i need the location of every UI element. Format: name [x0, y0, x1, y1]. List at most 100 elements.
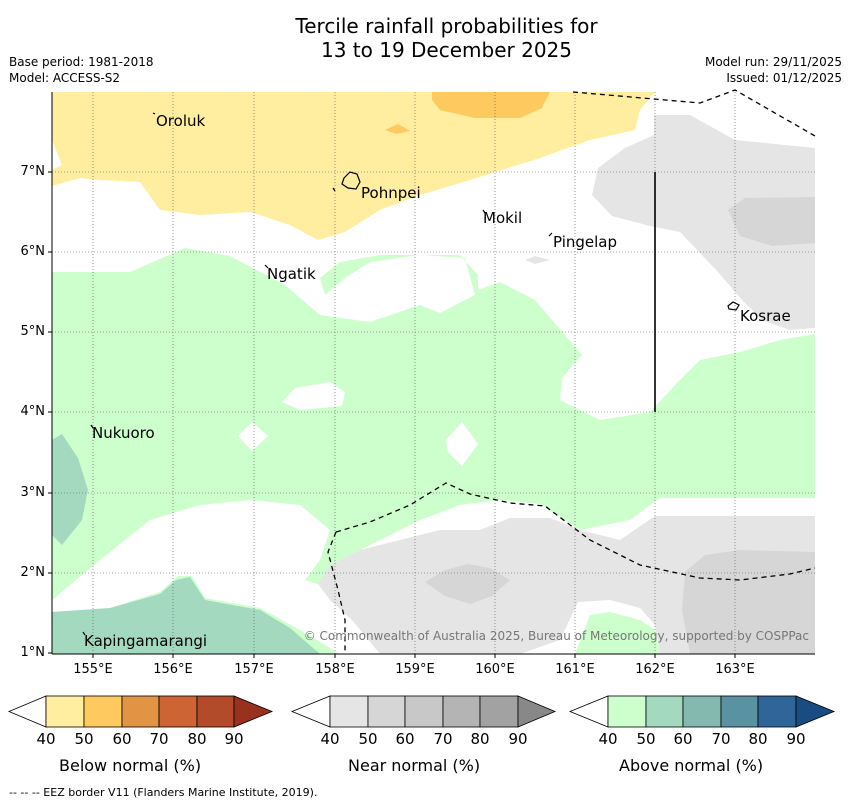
cb-near-swatch-40 [329, 695, 369, 728]
near-normal-south-50-right [682, 550, 815, 654]
lon-label-156: 156°E [153, 662, 193, 677]
below-normal-50-spot [385, 124, 410, 134]
cb-above-extend-high [795, 695, 836, 728]
place-label-pingelap: Pingelap [553, 233, 617, 251]
cb-below-tick: 90 [224, 730, 244, 748]
near-normal-ne [592, 115, 815, 330]
lon-label-158: 158°E [315, 662, 355, 677]
lon-label-157: 157°E [234, 662, 274, 677]
lat-label-6: 6°N [20, 244, 46, 259]
lon-label-159: 159°E [395, 662, 435, 677]
cb-below-tick: 50 [74, 730, 94, 748]
place-label-pohnpei: Pohnpei [361, 184, 421, 202]
kosrae-island [727, 301, 740, 311]
cb-above-tick: 80 [748, 730, 768, 748]
title-line-1: Tercile rainfall probabilities for [295, 14, 598, 38]
below-normal-50-area [432, 92, 550, 118]
ngatik-atoll [264, 264, 269, 269]
eez-border-west [327, 531, 346, 654]
lat-label-2: 2°N [20, 565, 46, 580]
axis-ticks [48, 171, 736, 658]
above-normal-50-bottom [52, 577, 320, 654]
white-hole-1 [282, 382, 345, 410]
cb-near-swatch-80 [479, 695, 519, 728]
model-name: Model: ACCESS-S2 [9, 71, 121, 85]
white-hole-2 [238, 422, 268, 451]
cb-near-extend-high [517, 695, 557, 728]
issued-date: Issued: 01/12/2025 [726, 71, 842, 85]
cb-below-tick: 80 [187, 730, 207, 748]
lon-label-161: 161°E [555, 662, 595, 677]
lat-label-1: 1°N [20, 645, 46, 660]
cb-near-tick: 70 [433, 730, 453, 748]
model-run: Model run: 29/11/2025 [704, 55, 842, 69]
cb-above-extend-low [568, 695, 609, 728]
cb-near-tick: 60 [395, 730, 415, 748]
cb-near-tick: 50 [358, 730, 378, 748]
cb-above-swatch-70 [720, 695, 759, 728]
lat-label-3: 3°N [20, 485, 46, 500]
place-label-kapingamarangi: Kapingamarangi [84, 632, 207, 650]
lon-label-155: 155°E [73, 662, 113, 677]
nukuoro-atoll [90, 424, 94, 429]
map-title: Tercile rainfall probabilities for 13 to… [0, 14, 850, 62]
lat-label-7: 7°N [20, 164, 46, 179]
lon-label-160: 160°E [475, 662, 515, 677]
cb-below-swatch-60 [121, 695, 160, 728]
base-period: Base period: 1981-2018 [9, 55, 154, 69]
cb-above-swatch-60 [682, 695, 722, 728]
pohnpei-island [341, 171, 361, 190]
eez-borders [327, 89, 816, 654]
place-label-kosrae: Kosrae [740, 307, 791, 325]
cb-near-extend-low [290, 695, 331, 728]
colorbar-above [568, 695, 836, 728]
eez-border-north [572, 89, 816, 137]
cb-below-swatch-80 [196, 695, 235, 728]
meta-right: Model run: 29/11/2025 Issued: 01/12/2025 [705, 54, 842, 86]
pohnpei-islet [332, 187, 336, 192]
lon-label-163: 163°E [715, 662, 755, 677]
eez-footnote: -- -- -- EEZ border V11 (Flanders Marine… [9, 786, 318, 799]
meta-left: Base period: 1981-2018 Model: ACCESS-S2 [9, 54, 154, 86]
place-label-oroluk: Oroluk [156, 112, 205, 130]
cb-below-extend-low [7, 695, 47, 728]
cb-below-tick: 40 [36, 730, 56, 748]
colorbar-near-label: Near normal (%) [348, 756, 481, 775]
mokil-atoll [482, 209, 486, 214]
above-normal-lower-right [575, 612, 660, 654]
near-normal-ne-50 [728, 197, 815, 246]
cb-above-tick: 90 [786, 730, 806, 748]
lat-label-5: 5°N [20, 324, 46, 339]
above-normal-50-left [52, 434, 88, 545]
cb-above-tick: 60 [673, 730, 693, 748]
cb-near-tick: 40 [320, 730, 340, 748]
cb-above-tick: 50 [636, 730, 656, 748]
lon-label-162: 162°E [635, 662, 675, 677]
cb-above-tick: 70 [711, 730, 731, 748]
cb-near-swatch-50 [367, 695, 406, 728]
place-label-mokil: Mokil [483, 209, 522, 227]
lat-label-4: 4°N [20, 404, 46, 419]
kapingamarangi-atoll [82, 631, 86, 636]
cb-above-swatch-40 [607, 695, 647, 728]
probability-field [52, 92, 815, 654]
cb-below-swatch-70 [158, 695, 198, 728]
copyright-notice: © Commonwealth of Australia 2025, Bureau… [304, 629, 809, 643]
cb-near-tick: 90 [508, 730, 528, 748]
colorbar-below [7, 695, 274, 728]
cb-near-swatch-70 [442, 695, 481, 728]
colorbar-near [290, 695, 557, 728]
cb-below-tick: 70 [149, 730, 169, 748]
cb-below-swatch-50 [83, 695, 123, 728]
below-normal-area [52, 92, 655, 240]
near-normal-spot [525, 256, 550, 264]
white-hole-3 [446, 422, 478, 466]
title-line-2: 13 to 19 December 2025 [320, 38, 572, 62]
oroluk-atoll [152, 112, 156, 115]
colorbar-above-label: Above normal (%) [619, 756, 764, 775]
place-label-ngatik: Ngatik [267, 265, 316, 283]
cb-above-swatch-80 [757, 695, 797, 728]
cb-above-tick: 40 [598, 730, 618, 748]
cb-below-swatch-40 [45, 695, 85, 728]
